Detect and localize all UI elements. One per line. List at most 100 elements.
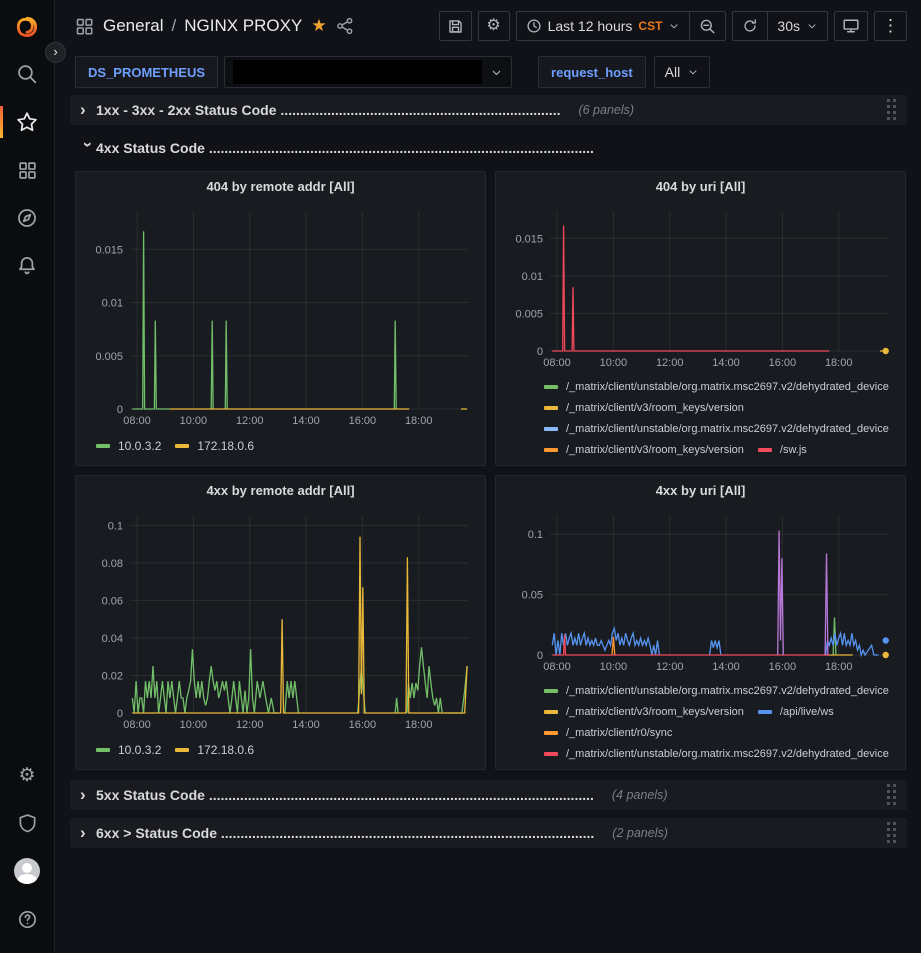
row-header-4xx[interactable]: › 4xx Status Code ......................… <box>70 133 907 163</box>
legend-item[interactable]: /_matrix/client/unstable/org.matrix.msc2… <box>544 376 889 397</box>
variable-label-request-host[interactable]: request_host <box>538 56 646 88</box>
legend-item[interactable]: /_matrix/client/v3/room_keys/version <box>544 397 744 418</box>
legend-item[interactable]: /api/live/ws <box>757 701 834 722</box>
panel-404-by-remote-addr: 404 by remote addr [All] 08:00 10:00 12:00… <box>75 171 486 466</box>
variables-bar: DS_PROMETHEUS request_host All <box>55 52 921 92</box>
chart-4xx-by-remote-addr[interactable]: 08:00 10:00 12:00 14:00 16:00 18:00 0 0.02 0.04 0… <box>84 506 479 734</box>
sidebar-expand-button[interactable]: › <box>45 42 66 63</box>
dashboard-settings-button[interactable]: ⚙ <box>477 11 510 41</box>
legend-item[interactable]: 172.18.0.6 <box>175 434 254 458</box>
favorite-star-icon[interactable]: ★ <box>311 16 327 35</box>
panel-title[interactable]: 4xx by uri [All] <box>655 483 746 498</box>
breadcrumb-section[interactable]: General <box>103 16 164 35</box>
request-host-select[interactable]: All <box>653 56 711 88</box>
refresh-interval-select[interactable]: 30s <box>767 12 827 40</box>
time-range-picker[interactable]: Last 12 hours CST <box>517 12 690 40</box>
request-host-value: All <box>664 64 681 80</box>
star-icon <box>17 112 37 132</box>
svg-text:0.06: 0.06 <box>102 595 123 607</box>
sidebar-item-starred[interactable] <box>0 98 55 146</box>
legend-label: /_matrix/client/v3/room_keys/version <box>566 401 744 414</box>
refresh-button[interactable] <box>733 12 767 40</box>
svg-text:0.08: 0.08 <box>102 558 123 570</box>
svg-text:18:00: 18:00 <box>825 661 853 673</box>
variable-label-ds-prometheus[interactable]: DS_PROMETHEUS <box>75 56 219 88</box>
tv-mode-button[interactable] <box>834 11 868 41</box>
legend-item[interactable]: /sw.js <box>757 439 807 460</box>
sidebar-item-server-admin[interactable] <box>0 799 55 847</box>
row-drag-handle[interactable] <box>887 99 897 121</box>
legend-item[interactable]: 172.18.0.6 <box>175 738 254 762</box>
svg-text:14:00: 14:00 <box>292 719 320 731</box>
sidebar-item-search[interactable] <box>0 50 55 98</box>
row-drag-handle[interactable] <box>887 784 897 806</box>
svg-text:0.05: 0.05 <box>522 590 543 602</box>
legend-label: /_matrix/client/r0/sync <box>566 726 673 739</box>
share-icon[interactable] <box>336 17 354 35</box>
sidebar-item-alerting[interactable] <box>0 242 55 290</box>
main-area: General / NGINX PROXY ★ ⚙ <box>55 0 921 953</box>
svg-text:12:00: 12:00 <box>236 719 264 731</box>
svg-text:18:00: 18:00 <box>825 357 853 369</box>
sidebar-item-settings[interactable]: ⚙ <box>0 751 55 799</box>
svg-text:0.01: 0.01 <box>102 298 123 310</box>
svg-text:18:00: 18:00 <box>405 719 433 731</box>
svg-text:18:00: 18:00 <box>405 415 433 427</box>
dashboard-title[interactable]: NGINX PROXY <box>184 16 303 35</box>
more-options-button[interactable]: ⋮ <box>874 11 907 41</box>
save-dashboard-button[interactable] <box>438 11 472 41</box>
svg-text:10:00: 10:00 <box>600 357 628 369</box>
datasource-select[interactable] <box>224 56 513 88</box>
chart-404-by-uri[interactable]: 08:00 10:00 12:00 14:00 16:00 18:00 0 0.005 0.01… <box>504 202 899 372</box>
legend-item[interactable]: /_matrix/client/unstable/org.matrix.msc2… <box>544 680 889 701</box>
row-header-1xx-3xx-2xx[interactable]: › 1xx - 3xx - 2xx Status Code ..........… <box>70 95 907 125</box>
legend-item[interactable]: /_matrix/client/unstable/org.matrix.msc2… <box>544 743 889 764</box>
row-drag-handle[interactable] <box>887 822 897 844</box>
sidebar-item-profile[interactable] <box>0 847 55 895</box>
dashboard-canvas: › 1xx - 3xx - 2xx Status Code ..........… <box>55 92 921 953</box>
legend-4xx-by-remote-addr: 10.0.3.2 172.18.0.6 <box>84 734 477 762</box>
chevron-down-icon <box>670 24 678 29</box>
svg-text:08:00: 08:00 <box>123 415 151 427</box>
legend-swatch <box>96 444 110 448</box>
svg-text:14:00: 14:00 <box>292 415 320 427</box>
sidebar-item-help[interactable] <box>0 895 55 943</box>
legend-swatch <box>544 751 558 756</box>
legend-swatch <box>544 384 558 389</box>
legend-item[interactable]: /_matrix/client/v3/room_keys/version <box>544 701 744 722</box>
chevron-right-icon: › <box>80 100 86 119</box>
legend-item[interactable]: /_matrix/client/unstable/org.matrix.msc2… <box>544 418 889 439</box>
panel-title[interactable]: 404 by remote addr [All] <box>206 179 355 194</box>
legend-item[interactable]: 10.0.3.2 <box>96 738 161 762</box>
zoom-out-icon <box>701 19 715 33</box>
grafana-logo[interactable] <box>0 6 55 50</box>
legend-item[interactable]: /_matrix/client/v3/room_keys/version <box>544 439 744 460</box>
svg-text:0.1: 0.1 <box>528 529 543 541</box>
refresh-group: 30s <box>732 11 828 41</box>
legend-swatch <box>544 405 558 410</box>
svg-text:0.04: 0.04 <box>102 633 123 645</box>
chart-4xx-by-uri[interactable]: 08:00 10:00 12:00 14:00 16:00 18:00 0 0.05 0.1 <box>504 506 899 676</box>
sidebar-item-dashboards[interactable] <box>0 146 55 194</box>
panel-title[interactable]: 404 by uri [All] <box>655 179 746 194</box>
legend-item[interactable]: 10.0.3.2 <box>96 434 161 458</box>
timezone-label: CST <box>638 19 663 33</box>
legend-item[interactable]: /_matrix/client/r0/sync <box>544 722 672 743</box>
svg-text:10:00: 10:00 <box>180 415 208 427</box>
panel-grid: 404 by remote addr [All] 08:00 10:00 12:00… <box>75 171 907 770</box>
user-avatar <box>14 858 40 884</box>
legend-swatch <box>96 748 110 752</box>
chart-404-by-remote-addr[interactable]: 08:00 10:00 12:00 14:00 16:00 18:00 0 0.005 0.01… <box>84 202 479 430</box>
row-header-5xx[interactable]: › 5xx Status Code ......................… <box>70 780 907 810</box>
panel-title[interactable]: 4xx by remote addr [All] <box>206 483 355 498</box>
sidebar: ⚙ <box>0 0 55 953</box>
svg-text:0: 0 <box>117 404 123 416</box>
legend-swatch <box>544 709 558 714</box>
refresh-icon <box>744 19 757 32</box>
sidebar-item-explore[interactable] <box>0 194 55 242</box>
row-header-6xx[interactable]: › 6xx > Status Code ....................… <box>70 818 907 848</box>
shield-icon <box>19 813 35 832</box>
zoom-out-button[interactable] <box>689 12 725 40</box>
kebab-icon: ⋮ <box>882 16 899 35</box>
svg-text:12:00: 12:00 <box>236 415 264 427</box>
